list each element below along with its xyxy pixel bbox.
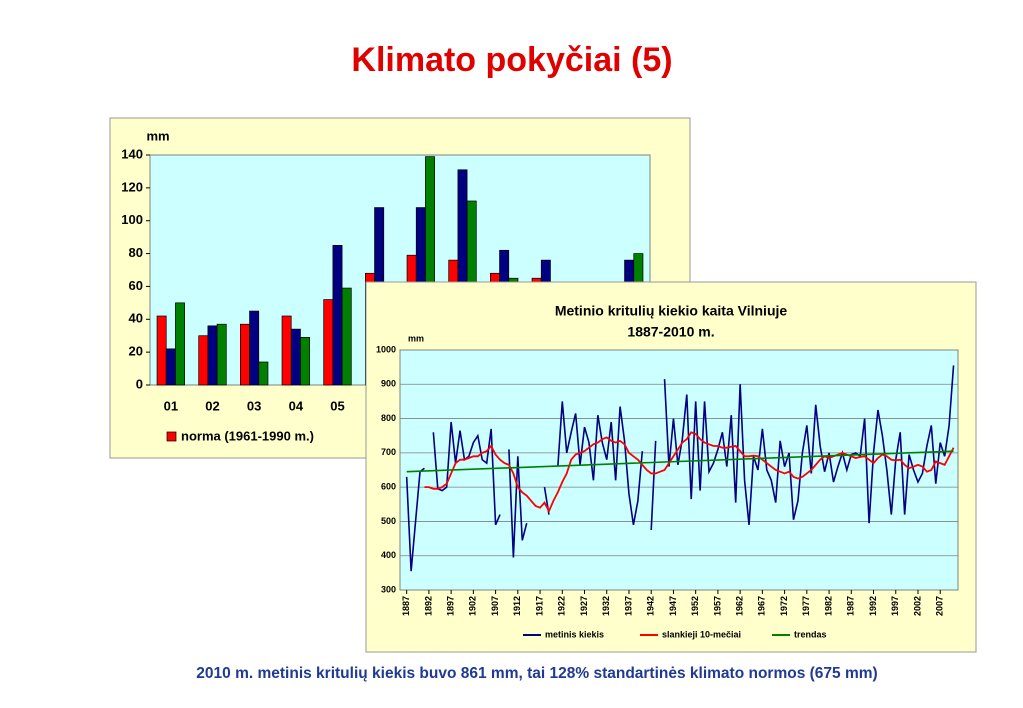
bar xyxy=(216,323,227,386)
y-tick-label: 600 xyxy=(381,482,396,492)
x-tick-label: 05 xyxy=(330,398,344,413)
series-line xyxy=(406,450,954,473)
x-tick-label: 2002 xyxy=(912,596,922,616)
x-tick-label: 1887 xyxy=(401,596,411,616)
bar xyxy=(290,328,301,386)
slide-title: Klimato pokyčiai (5) xyxy=(351,41,672,79)
x-tick-label: 1977 xyxy=(801,596,811,616)
y-tick-label: 800 xyxy=(381,413,396,423)
bar xyxy=(258,361,269,386)
chart-subtitle: 1887-2010 m. xyxy=(627,324,714,340)
y-tick-label: 0 xyxy=(136,376,143,391)
x-tick-label: 1917 xyxy=(534,596,544,616)
x-tick-label: 1942 xyxy=(646,596,656,616)
bar xyxy=(165,348,176,386)
y-tick-label: 20 xyxy=(129,344,143,359)
x-tick-label: 1907 xyxy=(490,596,500,616)
x-tick-label: 04 xyxy=(289,398,304,413)
chart-title: Metinio kritulių kiekio kaita Vilniuje xyxy=(555,303,788,319)
x-tick-label: 1932 xyxy=(601,596,611,616)
y-tick-label: 120 xyxy=(121,179,143,194)
y-tick-label: 40 xyxy=(129,311,143,326)
x-tick-label: 1912 xyxy=(512,596,522,616)
x-tick-label: 1892 xyxy=(423,596,433,616)
legend-swatch xyxy=(166,431,177,442)
y-tick-label: 1000 xyxy=(376,344,396,354)
x-tick-label: 1937 xyxy=(623,596,633,616)
legend-label: slankieji 10-mečiai xyxy=(662,629,741,639)
plot-area xyxy=(399,349,959,591)
x-tick-label: 1957 xyxy=(712,596,722,616)
x-tick-label: 1987 xyxy=(846,596,856,616)
y-tick-label: 140 xyxy=(121,146,143,161)
x-tick-label: 2007 xyxy=(935,596,945,616)
bar xyxy=(249,310,260,386)
y-axis-label: mm xyxy=(146,128,169,143)
bar xyxy=(207,325,218,386)
x-tick-label: 1952 xyxy=(690,596,700,616)
x-tick-label: 02 xyxy=(205,398,219,413)
x-tick-label: 1997 xyxy=(890,596,900,616)
y-tick-label: 80 xyxy=(129,245,143,260)
y-tick-label: 700 xyxy=(381,447,396,457)
x-tick-label: 1972 xyxy=(779,596,789,616)
bar xyxy=(300,337,310,386)
caption: 2010 m. metinis kritulių kiekis buvo 861… xyxy=(196,665,877,682)
x-tick-label: 1922 xyxy=(557,596,567,616)
legend-label: norma (1961-1990 m.) xyxy=(181,428,314,443)
x-tick-label: 1902 xyxy=(468,596,478,616)
x-tick-label: 1947 xyxy=(668,596,678,616)
series-line xyxy=(424,431,955,514)
x-tick-label: 1927 xyxy=(579,596,589,616)
y-tick-label: 500 xyxy=(381,516,396,526)
x-tick-label: 1967 xyxy=(757,596,767,616)
x-tick-label: 1962 xyxy=(735,596,745,616)
annual-chart: Metinio kritulių kiekio kaita Vilniuje 18… xyxy=(365,281,977,653)
x-tick-label: 1897 xyxy=(446,596,456,616)
y-tick-label: 900 xyxy=(381,379,396,389)
y-tick-label: 60 xyxy=(129,278,143,293)
x-tick-label: 1992 xyxy=(868,596,878,616)
bar xyxy=(323,299,334,386)
bar xyxy=(156,315,167,386)
bar xyxy=(341,287,352,386)
bar xyxy=(175,302,185,386)
bar xyxy=(281,315,292,386)
x-tick-label: 01 xyxy=(164,398,178,413)
legend-label: metinis kiekis xyxy=(545,629,604,639)
y-tick-label: 400 xyxy=(381,550,396,560)
bar xyxy=(332,245,343,386)
y-axis-label: mm xyxy=(408,333,424,343)
y-tick-label: 300 xyxy=(381,584,396,594)
legend-label: trendas xyxy=(794,629,827,639)
x-tick-label: 1982 xyxy=(823,596,833,616)
bar xyxy=(198,335,209,386)
x-tick-label: 03 xyxy=(247,398,261,413)
bar xyxy=(240,323,250,386)
y-tick-label: 100 xyxy=(121,212,143,227)
